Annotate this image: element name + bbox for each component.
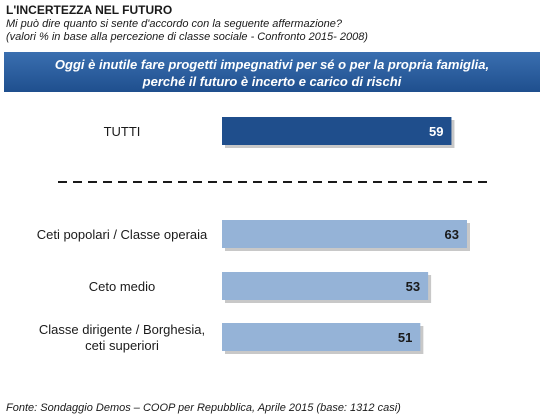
chart-title: L'INCERTEZZA NEL FUTURO (6, 3, 173, 17)
category-label: ceti superiori (85, 338, 159, 353)
chart-subtitle: Mi può dire quanto si sente d'accordo co… (6, 18, 536, 44)
subtitle-line-1: Mi può dire quanto si sente d'accordo co… (6, 18, 342, 30)
bar (222, 323, 421, 351)
bar (222, 220, 467, 248)
subtitle-line-2: (valori % in base alla percezione di cla… (6, 31, 368, 43)
category-label: TUTTI (104, 124, 141, 139)
bar-value-label: 63 (445, 227, 459, 242)
category-label: Ceti popolari / Classe operaia (37, 227, 208, 242)
bar (222, 272, 429, 300)
bar-value-label: 59 (429, 124, 443, 139)
bar-value-label: 51 (398, 330, 412, 345)
banner-line-1: Oggi è inutile fare progetti impegnativi… (54, 57, 490, 72)
bar (222, 117, 452, 145)
banner-line-2: perché il futuro è incerto e carico di r… (142, 74, 402, 89)
bar-value-label: 53 (406, 279, 420, 294)
category-label: Ceto medio (89, 279, 155, 294)
category-label: Classe dirigente / Borghesia, (39, 322, 205, 337)
source-footnote: Fonte: Sondaggio Demos – COOP per Repubb… (6, 402, 401, 414)
statement-banner: Oggi è inutile fare progetti impegnativi… (4, 52, 540, 92)
